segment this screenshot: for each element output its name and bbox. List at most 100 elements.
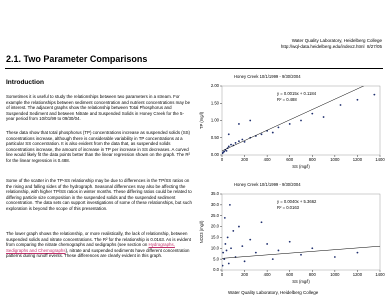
chart-title: Honey Creek 10/1/1999 - 9/30/2004 xyxy=(234,74,301,79)
x-tick-label: 0 xyxy=(221,272,224,277)
point xyxy=(300,119,302,122)
x-tick-label: 0 xyxy=(221,157,224,162)
y-tick-label: 5.0 xyxy=(213,256,219,261)
y-axis-label: TP (mg/l) xyxy=(199,111,204,129)
x-axis-label: SS (mg/l) xyxy=(292,279,310,284)
point xyxy=(223,216,226,219)
point xyxy=(226,236,229,239)
x-tick-label: 800 xyxy=(309,157,317,162)
x-tick-label: 1400 xyxy=(375,272,385,277)
point xyxy=(288,240,291,243)
point xyxy=(238,225,240,228)
text: Sometimes it is useful to study the rela… xyxy=(6,94,191,122)
point xyxy=(300,253,302,256)
point xyxy=(223,258,226,261)
plot-area xyxy=(221,193,381,271)
trendline xyxy=(222,86,365,152)
x-tick-label: 400 xyxy=(264,157,272,162)
point xyxy=(356,251,359,254)
point xyxy=(227,133,230,136)
y-tick-label: 35.0 xyxy=(211,191,220,196)
text: Some of the scatter in the TP-SS relatio… xyxy=(6,178,192,211)
x-tick-label: 1200 xyxy=(353,157,363,162)
paragraph: These data show that total phosphorus (T… xyxy=(6,130,192,164)
point xyxy=(238,123,240,125)
x-tick-label: 600 xyxy=(286,272,294,277)
point xyxy=(230,143,232,146)
point xyxy=(249,238,252,241)
x-tick-label: 1200 xyxy=(353,272,363,277)
header-date: 8/27/05 xyxy=(366,44,382,49)
point xyxy=(224,243,227,245)
y-axis-label: NO23 (mg/l) xyxy=(199,220,204,243)
point xyxy=(277,126,280,129)
point xyxy=(229,203,231,206)
x-tick-label: 200 xyxy=(241,272,249,277)
point xyxy=(260,221,263,224)
y-tick-label: 20.0 xyxy=(211,224,220,229)
paragraph: Some of the scatter in the TP-SS relatio… xyxy=(6,178,192,212)
title-rule xyxy=(5,68,383,69)
equation: y = 0.0015x + 0.1184 xyxy=(277,91,317,96)
point xyxy=(288,123,291,125)
point xyxy=(227,262,230,265)
section-heading: Introduction xyxy=(6,79,44,86)
charts: Honey Creek 10/1/1999 - 9/30/20040.000.5… xyxy=(199,74,385,284)
point xyxy=(254,251,257,254)
point xyxy=(311,247,314,250)
point xyxy=(249,119,252,122)
point xyxy=(356,98,359,101)
point xyxy=(234,142,237,144)
point xyxy=(230,247,232,250)
point xyxy=(333,256,336,258)
x-tick-label: 1400 xyxy=(375,157,385,162)
point xyxy=(241,245,244,248)
point xyxy=(222,251,225,254)
page-title: 2.1. Two Parameter Comparisons xyxy=(6,54,148,64)
point xyxy=(260,133,263,136)
point xyxy=(238,140,240,143)
text: These data show that total phosphorus (T… xyxy=(6,130,191,163)
y-tick-label: 30.0 xyxy=(211,202,220,207)
point xyxy=(241,138,244,141)
point xyxy=(373,93,376,96)
y-tick-label: 25.0 xyxy=(211,213,220,218)
y-tick-label: 2.00 xyxy=(211,83,220,88)
chart-title: Honey Creek 10/1/1999 - 9/30/2004 xyxy=(234,182,301,187)
x-tick-label: 200 xyxy=(241,157,249,162)
x-tick-label: 1000 xyxy=(330,157,340,162)
y-tick-label: 0.00 xyxy=(211,152,220,157)
point xyxy=(243,140,246,143)
point xyxy=(339,104,342,106)
x-tick-label: 800 xyxy=(309,272,317,277)
y-tick-label: 10.0 xyxy=(211,245,220,250)
point xyxy=(227,145,230,148)
point xyxy=(223,150,226,153)
point xyxy=(271,258,274,261)
footer: Water Quality Laboratory, Heidelberg Col… xyxy=(228,290,319,295)
point xyxy=(225,249,228,252)
header-org: Water Quality Laboratory, Heidelberg Col… xyxy=(291,38,382,43)
header-url-line: http://wql-data.heidelberg.edu/index2.ht… xyxy=(281,44,382,49)
point xyxy=(271,131,274,134)
y-tick-label: 1.00 xyxy=(211,118,220,123)
point xyxy=(266,243,269,245)
x-tick-label: 400 xyxy=(264,272,272,277)
paragraph: Sometimes it is useful to study the rela… xyxy=(6,94,192,122)
point xyxy=(222,264,224,267)
y-tick-label: 1.50 xyxy=(211,100,220,105)
point xyxy=(277,249,280,252)
y-tick-label: 0.0 xyxy=(213,267,219,272)
r-squared: R² = 0.488 xyxy=(277,97,297,102)
y-tick-label: 0.50 xyxy=(211,135,220,140)
link[interactable]: Hydrographs, Sedigraphs and Chemographs xyxy=(6,242,175,253)
equation: y = 0.0040x + 5.3662 xyxy=(277,199,317,204)
r-squared: R² = 0.0163 xyxy=(277,205,300,210)
x-tick-label: 600 xyxy=(286,157,294,162)
header-url: http://wql-data.heidelberg.edu/index2.ht… xyxy=(280,44,365,49)
paragraph: The lower graph shows the relationship, … xyxy=(6,231,192,259)
text: ), nitrate and suspended sediments have … xyxy=(6,247,190,259)
trendline xyxy=(222,245,380,259)
x-axis-label: SS (mg/l) xyxy=(292,164,310,169)
